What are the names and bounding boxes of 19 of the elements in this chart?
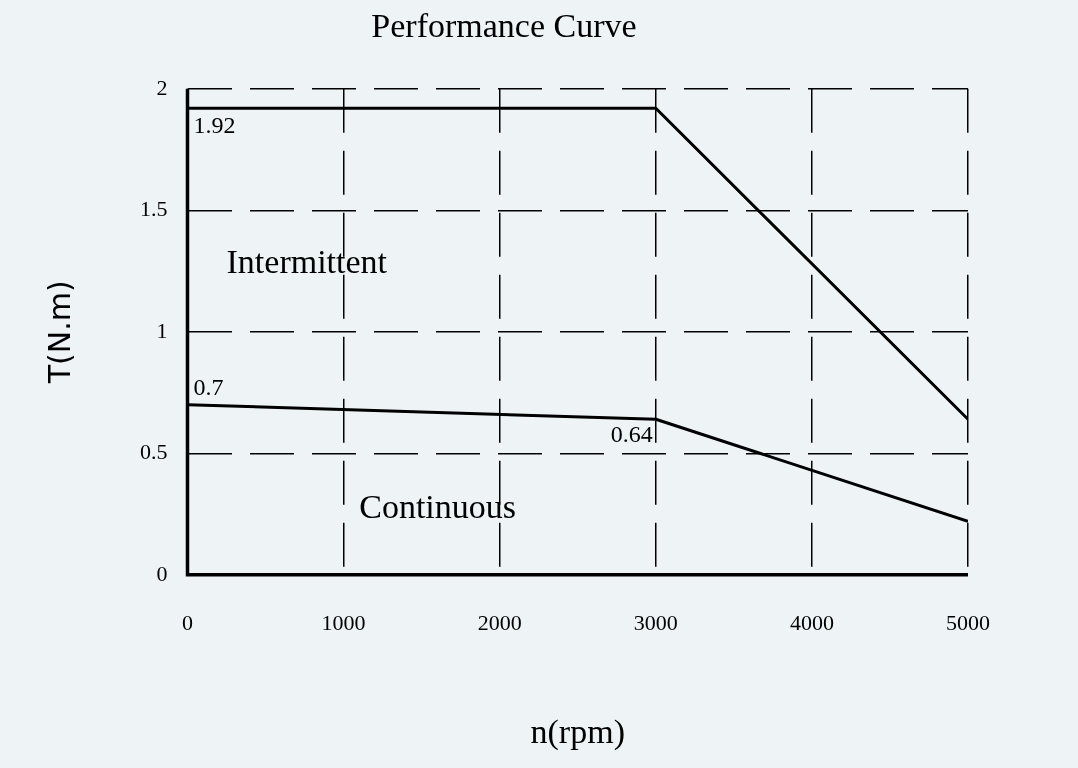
y-tick-label: 0: [156, 560, 168, 586]
x-tick-label: 3000: [633, 609, 678, 635]
x-tick-label: 2000: [477, 609, 522, 635]
data-label: 0.7: [193, 374, 224, 400]
x-tick-label: 5000: [946, 609, 990, 635]
y-tick-label: 1: [156, 317, 168, 343]
data-label: 1.92: [193, 111, 236, 138]
data-label: 0.64: [610, 420, 653, 447]
y-tick-label: 0.5: [140, 439, 168, 465]
annotation: Continuous: [359, 488, 517, 526]
y-tick-label: 1.5: [140, 196, 168, 222]
x-axis-title: n(rpm): [530, 712, 625, 751]
chart-title: Performance Curve: [371, 7, 637, 45]
x-tick-label: 1000: [321, 609, 366, 635]
y-tick-label: 2: [156, 74, 168, 100]
y-axis-title: T(N.m): [41, 280, 77, 385]
annotation: Intermittent: [226, 242, 388, 280]
x-tick-label: 0: [182, 609, 193, 635]
x-tick-label: 4000: [789, 609, 834, 635]
